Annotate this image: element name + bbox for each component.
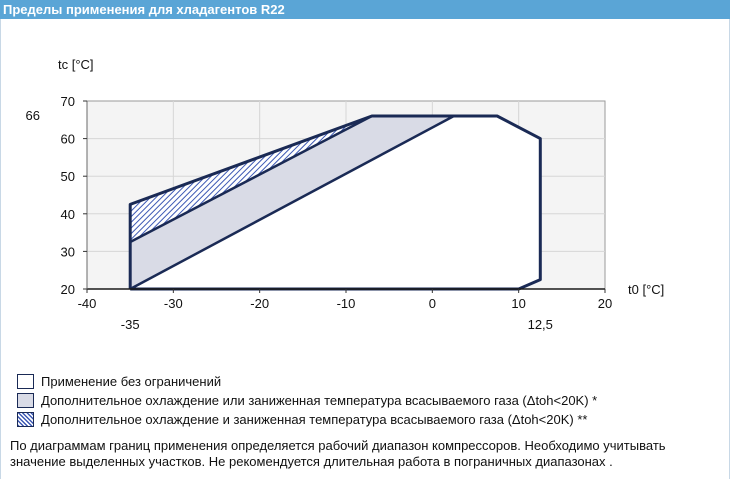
y-tick-label: 60 [61,132,75,147]
x-axis-title: t0 [°C] [628,282,664,297]
legend-swatch-white [17,374,34,389]
legend-item-unrestricted: Применение без ограничений [14,373,714,392]
window-title: Пределы применения для хладагентов R22 [3,2,285,17]
x-marker-label: 12,5 [528,317,553,332]
y-tick-label: 70 [61,94,75,109]
x-tick-label: -40 [78,296,97,311]
y-tick-label: 40 [61,207,75,222]
legend-label: Дополнительное охлаждение и заниженная т… [41,412,588,427]
legend: Применение без ограничений Дополнительно… [14,373,714,430]
x-tick-label: -30 [164,296,183,311]
x-tick-label: 10 [511,296,525,311]
y-axis-title: tc [°C] [58,57,94,72]
frame-left-border [0,19,1,479]
y-tick-label: 50 [61,169,75,184]
legend-label: Дополнительное охлаждение или заниженная… [41,393,598,408]
x-tick-label: 0 [429,296,436,311]
region-1 [130,116,541,289]
y-tick-label: 30 [61,244,75,259]
x-marker-label: -35 [121,317,140,332]
region-boundary-line [129,114,455,291]
application-limits-chart: -40 -30 -20 -10 0 10 20 70 60 50 40 30 20 -35 12,5 66 tc… [26,57,665,332]
y-marker-label: 66 [26,108,40,123]
x-tick-label: -20 [250,296,269,311]
x-tick-label: -10 [337,296,356,311]
legend-swatch-hatched [17,412,34,427]
legend-swatch-gray [17,393,34,408]
title-bar: Пределы применения для хладагентов R22 [0,0,730,19]
note-text: По диаграммам границ применения определя… [10,438,666,469]
legend-label: Применение без ограничений [41,374,222,389]
legend-item-additional-cooling-or: Дополнительное охлаждение или заниженная… [14,392,714,411]
legend-item-additional-cooling-and: Дополнительное охлаждение и заниженная т… [14,411,714,430]
y-tick-label: 20 [61,282,75,297]
x-tick-label: 20 [598,296,612,311]
envelope-outline [128,114,542,291]
region-boundary-line [129,114,373,244]
